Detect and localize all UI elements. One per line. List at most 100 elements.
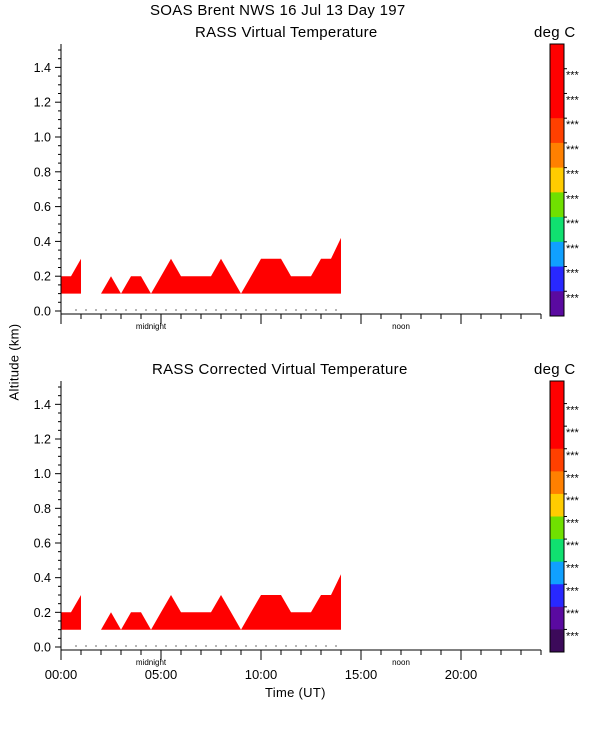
y-tick-label: 1.2 xyxy=(34,433,51,447)
panel-2-title: RASS Corrected Virtual Temperature xyxy=(152,361,408,378)
colorbar-block xyxy=(550,629,564,653)
colorbar-label: *** xyxy=(566,119,580,131)
colorbar-label: *** xyxy=(566,243,580,255)
baseline-dot xyxy=(315,645,317,647)
colorbar-label: *** xyxy=(566,169,580,181)
colorbar-label: *** xyxy=(566,630,580,642)
colorbar-label: *** xyxy=(566,427,580,439)
colorbar-label: *** xyxy=(566,563,580,575)
panel-1-unit-label: deg C xyxy=(534,24,576,41)
colorbar-block xyxy=(550,448,564,472)
colorbar-block xyxy=(550,426,564,450)
y-tick-label: 0.0 xyxy=(34,305,51,319)
x-annotation-label: noon xyxy=(392,658,410,667)
baseline-dot xyxy=(135,645,137,647)
colorbar-label: *** xyxy=(566,495,580,507)
colorbar-block xyxy=(550,68,564,94)
colorbar-block xyxy=(550,493,564,517)
baseline-dot xyxy=(165,645,167,647)
colorbar-block xyxy=(550,217,564,243)
baseline-dot xyxy=(235,645,237,647)
baseline-dot xyxy=(155,309,157,311)
baseline-dot xyxy=(245,309,247,311)
baseline-dot xyxy=(245,645,247,647)
colorbar-label: *** xyxy=(566,218,580,230)
y-tick-label: 0.6 xyxy=(34,537,51,551)
colorbar-block xyxy=(550,516,564,540)
baseline-dot xyxy=(265,645,267,647)
baseline-dot xyxy=(165,309,167,311)
colorbar-label: *** xyxy=(566,518,580,530)
baseline-dot xyxy=(195,309,197,311)
y-tick-label: 0.2 xyxy=(34,270,51,284)
baseline-dot xyxy=(235,309,237,311)
colorbar-label: *** xyxy=(566,70,580,82)
baseline-dot xyxy=(135,309,137,311)
x-tick-label: 15:00 xyxy=(345,667,378,682)
x-tick-label: 10:00 xyxy=(245,667,278,682)
baseline-dot xyxy=(175,645,177,647)
baseline-dot xyxy=(145,309,147,311)
baseline-dot xyxy=(285,645,287,647)
baseline-dot xyxy=(305,645,307,647)
baseline-dot xyxy=(155,645,157,647)
baseline-dot xyxy=(255,645,257,647)
baseline-dot xyxy=(185,645,187,647)
data-area-segment xyxy=(101,574,341,630)
y-tick-label: 1.0 xyxy=(34,467,51,481)
colorbar-label: *** xyxy=(566,292,580,304)
colorbar-block xyxy=(550,606,564,630)
baseline-dot xyxy=(95,309,97,311)
y-tick-label: 0.4 xyxy=(34,235,51,249)
baseline-dot xyxy=(315,309,317,311)
baseline-dot xyxy=(225,309,227,311)
colorbar-label: *** xyxy=(566,193,580,205)
colorbar-label: *** xyxy=(566,405,580,417)
baseline-dot xyxy=(205,309,207,311)
baseline-dot xyxy=(225,645,227,647)
colorbar-label: *** xyxy=(566,608,580,620)
x-tick-label: 20:00 xyxy=(445,667,478,682)
baseline-dot xyxy=(125,645,127,647)
colorbar-block xyxy=(550,561,564,585)
colorbar-label: *** xyxy=(566,540,580,552)
baseline-dot xyxy=(275,645,277,647)
y-tick-label: 0.0 xyxy=(34,641,51,655)
colorbar-block xyxy=(550,584,564,608)
y-tick-label: 0.8 xyxy=(34,502,51,516)
y-tick-label: 1.4 xyxy=(34,61,51,75)
y-tick-label: 1.0 xyxy=(34,131,51,145)
colorbar-block xyxy=(550,403,564,427)
baseline-dot xyxy=(305,309,307,311)
baseline-dot xyxy=(115,309,117,311)
baseline-dot xyxy=(175,309,177,311)
baseline-dot xyxy=(195,645,197,647)
colorbar-block xyxy=(550,118,564,144)
colorbar-label: *** xyxy=(566,268,580,280)
baseline-dot xyxy=(125,309,127,311)
x-axis-label: Time (UT) xyxy=(265,685,326,700)
baseline-dot xyxy=(295,645,297,647)
baseline-dot xyxy=(185,309,187,311)
colorbar-label: *** xyxy=(566,144,580,156)
colorbar-label: *** xyxy=(566,94,580,106)
baseline-dot xyxy=(255,309,257,311)
baseline-dot xyxy=(145,645,147,647)
colorbar-block xyxy=(550,44,564,70)
colorbar-block xyxy=(550,192,564,218)
baseline-dot xyxy=(115,645,117,647)
baseline-dot xyxy=(205,645,207,647)
y-tick-label: 0.2 xyxy=(34,606,51,620)
page-title: SOAS Brent NWS 16 Jul 13 Day 197 xyxy=(150,2,406,19)
colorbar-block xyxy=(550,471,564,495)
x-tick-label: 05:00 xyxy=(145,667,178,682)
baseline-dot xyxy=(85,309,87,311)
y-tick-label: 0.4 xyxy=(34,571,51,585)
baseline-dot xyxy=(335,309,337,311)
data-area-segment xyxy=(61,595,81,630)
baseline-dot xyxy=(105,645,107,647)
baseline-dot xyxy=(95,645,97,647)
panel-2-unit-label: deg C xyxy=(534,361,576,378)
baseline-dot xyxy=(325,645,327,647)
